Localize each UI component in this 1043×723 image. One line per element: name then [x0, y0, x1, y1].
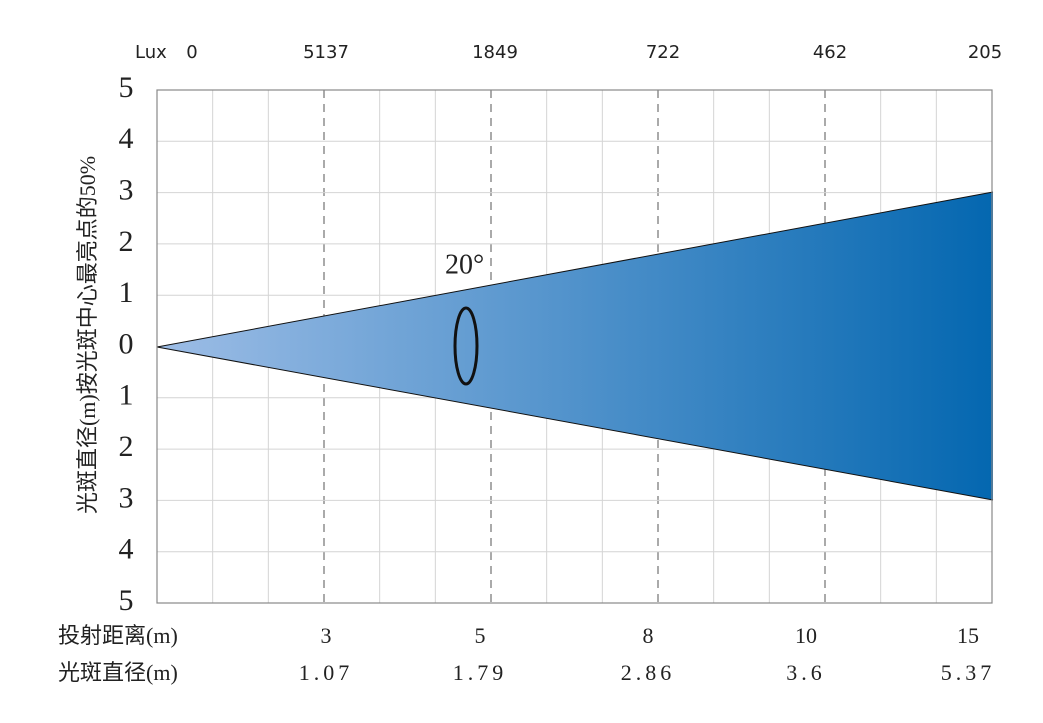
diameter-label: 光斑直径(m): [58, 660, 178, 685]
diameter-value: 2.86: [621, 660, 676, 685]
y-tick-label: 5: [119, 71, 134, 104]
y-tick-label: 3: [119, 481, 134, 514]
lux-value: 5137: [303, 42, 349, 63]
diameter-value: 1.07: [299, 660, 354, 685]
spot-ellipse: [453, 306, 479, 386]
distance-value: 8: [643, 623, 654, 648]
y-tick-label: 3: [119, 173, 134, 206]
beam-edge: [156, 191, 994, 348]
beam-edge: [156, 346, 994, 501]
y-axis-title: 光斑直径(m)按光斑中心最亮点的50%: [75, 156, 100, 514]
plot-frame: [156, 89, 993, 604]
y-tick-label: 4: [119, 533, 134, 566]
distance-value: 3: [321, 623, 332, 648]
distance-value: 5: [475, 623, 486, 648]
y-tick-label: 5: [119, 584, 134, 617]
y-tick-label: 2: [119, 225, 134, 258]
distance-value: 15: [957, 623, 979, 648]
y-tick-label: 1: [119, 379, 134, 412]
diameter-value: 1.79: [453, 660, 508, 685]
lux-value: 722: [646, 42, 680, 63]
lux-value: 462: [813, 42, 847, 63]
y-tick-label: 2: [119, 430, 134, 463]
distance-label: 投射距离(m): [58, 623, 178, 648]
distance-value: 10: [795, 623, 817, 648]
y-tick-label: 0: [119, 327, 134, 360]
lux-value: 205: [968, 42, 1002, 63]
lux-value: 1849: [472, 42, 518, 63]
diameter-value: 5.37: [941, 660, 996, 685]
lux-value: 0: [186, 42, 197, 63]
y-tick-label: 4: [119, 122, 134, 155]
y-tick-label: 1: [119, 276, 134, 309]
beam-cone: [157, 192, 993, 500]
diameter-value: 3.6: [786, 660, 826, 685]
beam-angle: 20°: [445, 249, 484, 280]
lux-label: Lux: [135, 42, 167, 63]
